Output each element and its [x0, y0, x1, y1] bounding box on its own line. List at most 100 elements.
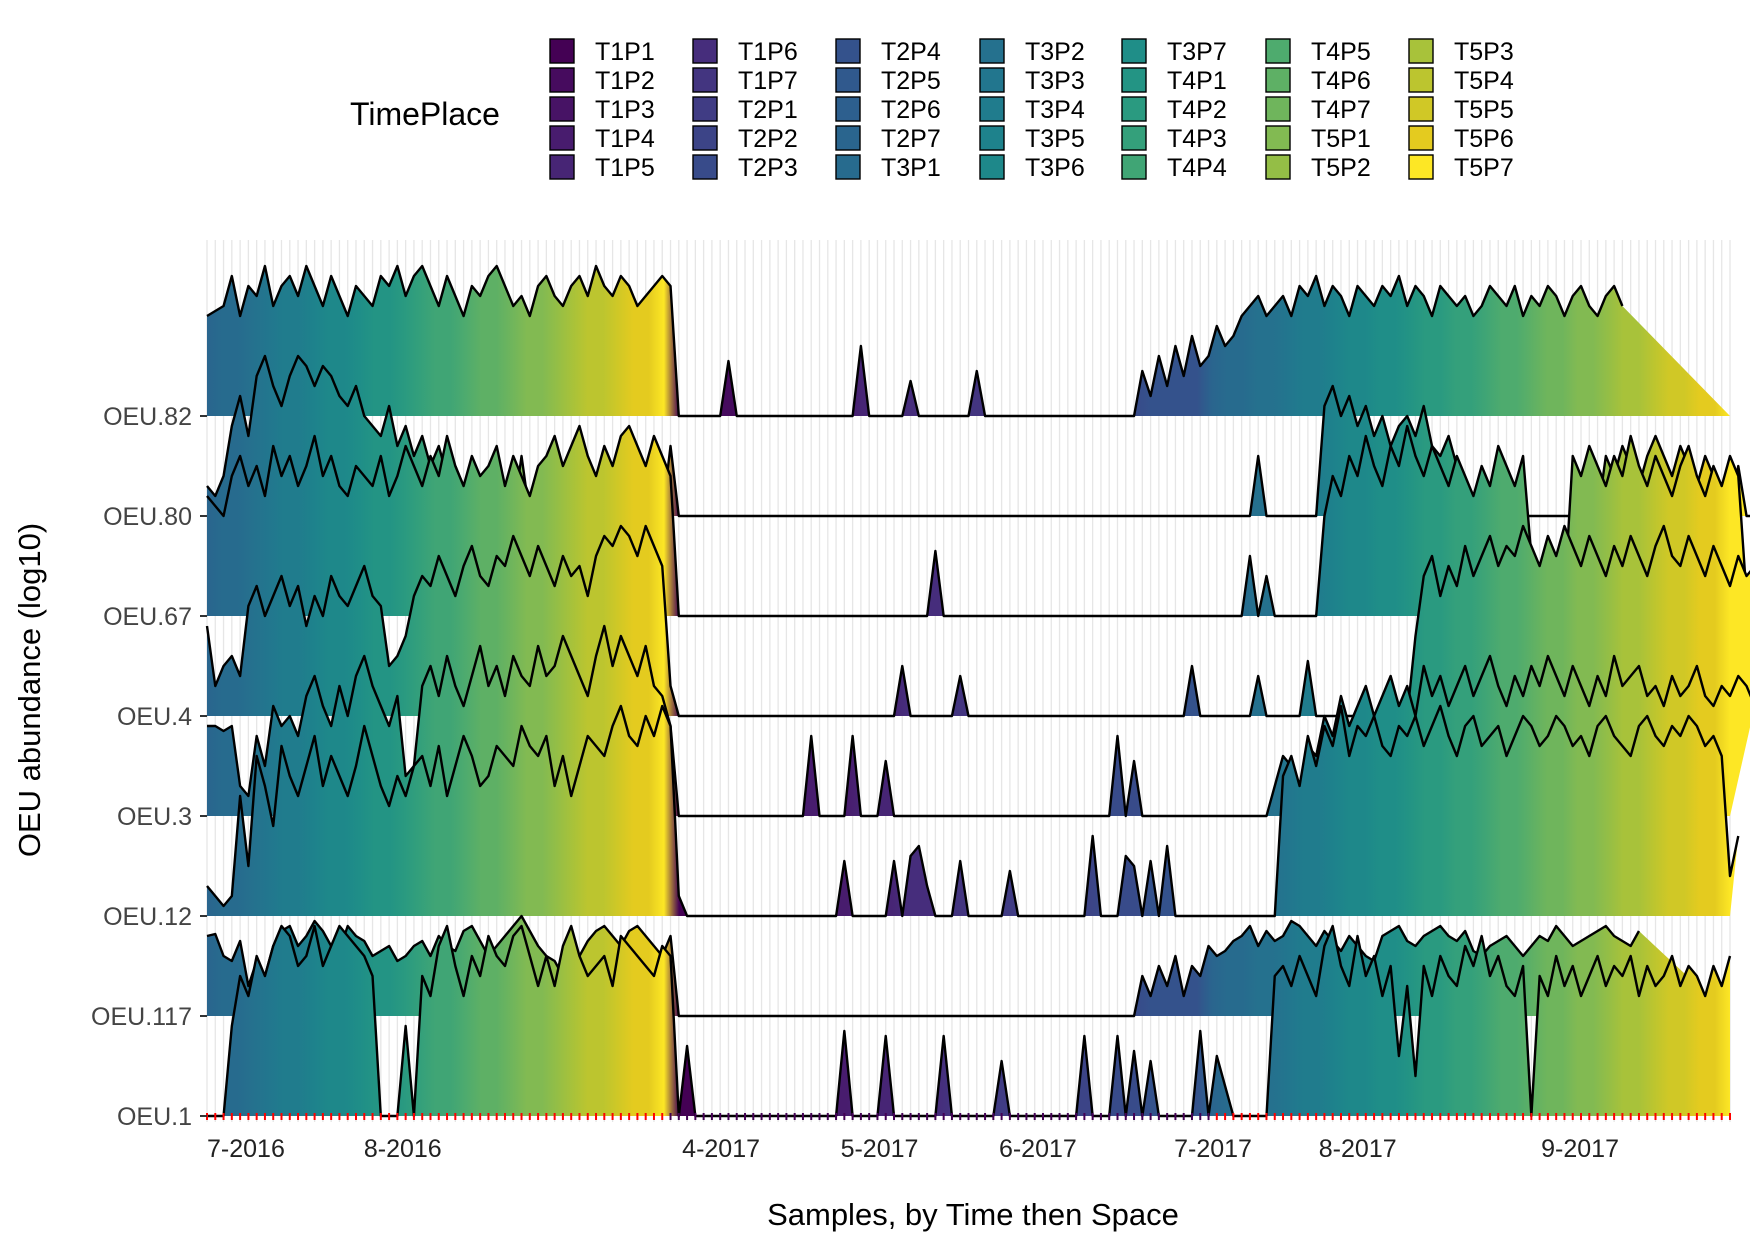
legend-label: T4P2	[1167, 96, 1227, 124]
legend-item: T3P6	[979, 154, 1085, 182]
legend-item: T5P3	[1408, 38, 1514, 66]
legend-swatch	[835, 154, 861, 180]
x-tick-label: 7-2017	[1174, 1135, 1252, 1163]
legend-item: T5P4	[1408, 67, 1514, 95]
x-tick-label: 6-2017	[999, 1135, 1077, 1163]
legend-item: T2P4	[835, 38, 941, 66]
legend-item: T2P1	[692, 96, 798, 124]
legend-swatch	[979, 67, 1005, 93]
legend-label: T2P7	[881, 125, 941, 153]
legend-item: T3P7	[1121, 38, 1227, 66]
y-tick-label: OEU.3	[117, 803, 192, 831]
legend-item: T1P5	[549, 154, 655, 182]
legend: TimePlace T1P1T1P2T1P3T1P4T1P5T1P6T1P7T2…	[350, 38, 1514, 182]
legend-swatch	[692, 125, 718, 151]
legend-swatch	[1121, 67, 1147, 93]
legend-label: T3P6	[1025, 154, 1085, 182]
legend-swatch	[692, 154, 718, 180]
legend-label: T3P7	[1167, 38, 1227, 66]
legend-label: T1P4	[595, 125, 655, 153]
legend-swatch	[1265, 38, 1291, 64]
legend-swatch	[835, 67, 861, 93]
legend-label: T5P6	[1454, 125, 1514, 153]
x-tick-label: 5-2017	[841, 1135, 919, 1163]
legend-item: T4P4	[1121, 154, 1227, 182]
plot-panel	[205, 240, 1750, 1122]
legend-item: T5P5	[1408, 96, 1514, 124]
legend-swatch	[979, 154, 1005, 180]
legend-label: T4P5	[1311, 38, 1371, 66]
legend-label: T3P5	[1025, 125, 1085, 153]
legend-label: T4P3	[1167, 125, 1227, 153]
legend-item: T1P6	[692, 38, 798, 66]
legend-label: T1P7	[738, 67, 798, 95]
y-axis-title: OEU abundance (log10)	[12, 523, 47, 857]
legend-swatch	[692, 67, 718, 93]
legend-swatch	[1408, 154, 1434, 180]
legend-label: T2P5	[881, 67, 941, 95]
legend-label: T4P4	[1167, 154, 1227, 182]
legend-item: T3P2	[979, 38, 1085, 66]
x-tick-label: 9-2017	[1541, 1135, 1619, 1163]
legend-title: TimePlace	[350, 96, 500, 132]
ridge-line	[206, 264, 1624, 418]
legend-label: T5P2	[1311, 154, 1371, 182]
legend-item: T4P1	[1121, 67, 1227, 95]
legend-swatch	[692, 96, 718, 122]
legend-label: T3P1	[881, 154, 941, 182]
legend-swatch	[1121, 96, 1147, 122]
ridge-area	[207, 266, 1730, 416]
ridge-line	[206, 704, 1740, 918]
legend-label: T4P6	[1311, 67, 1371, 95]
legend-label: T1P5	[595, 154, 655, 182]
legend-item: T1P7	[692, 67, 798, 95]
legend-label: T5P7	[1454, 154, 1514, 182]
legend-swatch	[549, 154, 575, 180]
legend-swatch	[1408, 96, 1434, 122]
legend-label: T1P3	[595, 96, 655, 124]
ridges	[205, 264, 1750, 1118]
legend-label: T5P4	[1454, 67, 1514, 95]
legend-item: T4P7	[1265, 96, 1371, 124]
legend-swatch	[1265, 96, 1291, 122]
y-tick-label: OEU.1	[117, 1103, 192, 1131]
legend-item: T4P6	[1265, 67, 1371, 95]
legend-swatch	[549, 67, 575, 93]
legend-swatch	[1408, 67, 1434, 93]
legend-swatch	[1408, 38, 1434, 64]
ridge-area	[207, 706, 1739, 916]
legend-swatch	[1265, 154, 1291, 180]
legend-item: T1P3	[549, 96, 655, 124]
legend-item: T4P2	[1121, 96, 1227, 124]
legend-swatch	[979, 38, 1005, 64]
x-tick-label: 8-2017	[1319, 1135, 1397, 1163]
legend-label: T2P1	[738, 96, 798, 124]
legend-swatch	[1121, 38, 1147, 64]
legend-item: T1P2	[549, 67, 655, 95]
x-tick-label: 4-2017	[682, 1135, 760, 1163]
legend-swatch	[1265, 125, 1291, 151]
legend-swatch	[549, 38, 575, 64]
legend-label: T5P1	[1311, 125, 1371, 153]
y-tick-label: OEU.80	[103, 503, 192, 531]
legend-swatch	[1121, 125, 1147, 151]
legend-label: T3P2	[1025, 38, 1085, 66]
legend-item: T5P6	[1408, 125, 1514, 153]
legend-label: T3P4	[1025, 96, 1085, 124]
legend-swatch	[979, 125, 1005, 151]
legend-label: T2P6	[881, 96, 941, 124]
legend-item: T1P1	[549, 38, 655, 66]
legend-label: T3P3	[1025, 67, 1085, 95]
ridge-line	[206, 424, 1750, 618]
y-tick-label: OEU.82	[103, 403, 192, 431]
legend-swatch	[1121, 154, 1147, 180]
legend-item: T3P5	[979, 125, 1085, 153]
legend-label: T1P1	[595, 38, 655, 66]
x-tick-label: 7-2016	[207, 1135, 285, 1163]
y-tick-label: OEU.12	[103, 903, 192, 931]
x-axis: 7-2016 8-2016 4-2017 5-2017 6-2017 7-2017 8-20…	[207, 1135, 1619, 1163]
legend-swatch	[979, 96, 1005, 122]
